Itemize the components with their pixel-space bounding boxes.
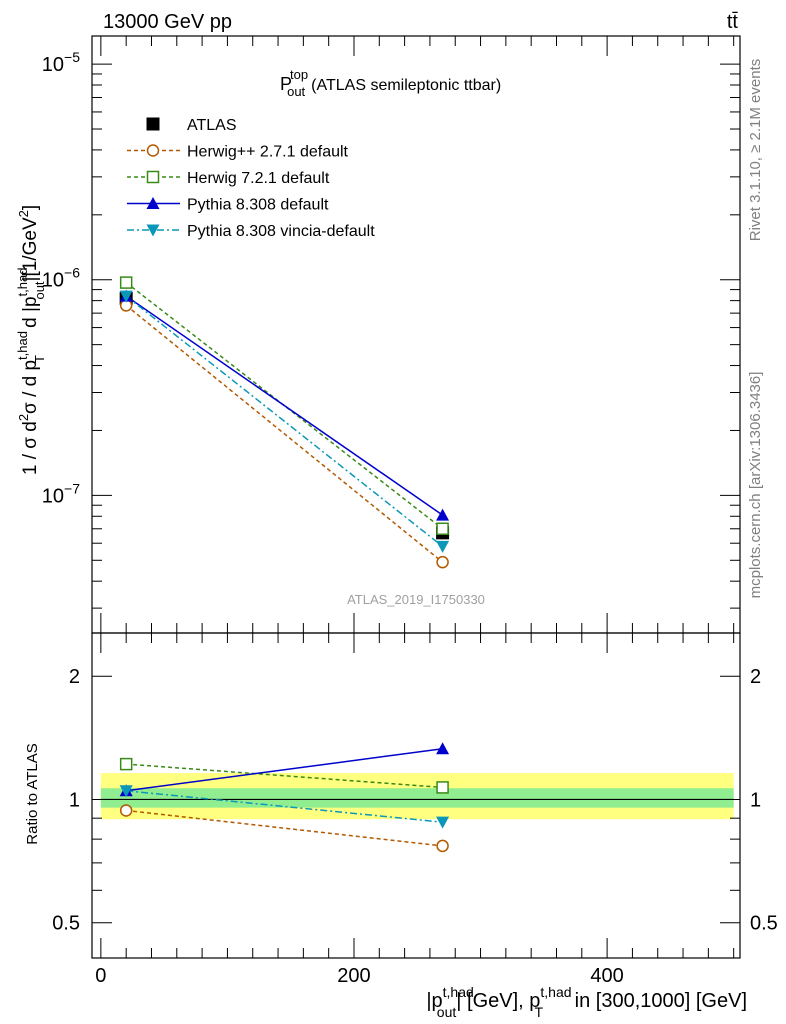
x-axis-title: |pt,had out| [GeV], pt,had T in [300,1000]… — [426, 984, 747, 1020]
process-label: tt̄ — [727, 11, 739, 33]
x-tick-label: 400 — [590, 965, 623, 987]
mcplots-source-label: mcplots.cern.ch [arXiv:1306.3436] — [747, 372, 764, 599]
plot-title-sub: out — [287, 84, 305, 99]
main-y-tick-label: 10−7 — [42, 480, 80, 507]
legend-label: ATLAS — [187, 117, 237, 134]
legend-label: Herwig 7.2.1 default — [187, 170, 330, 187]
main-point-pythia-8-308-default-1 — [436, 508, 450, 521]
main-point-herwig-2-7-1-default-1 — [436, 555, 449, 569]
ratio-panel: 2 2 1 1 0.5 0.5 0 200 400 Ratio to ATLAS |pt,had… — [24, 632, 778, 1020]
main-axis-ticks: 10−5 10−6 10−7 — [42, 36, 740, 633]
legend-marker — [146, 144, 160, 157]
x-tick-label: 0 — [95, 965, 106, 987]
ratio-frame — [91, 632, 741, 959]
ratio-point-herwig-2-7-1-default-0 — [119, 804, 133, 817]
plot-title-main: P — [280, 74, 292, 94]
main-point-herwig-7-2-1-default-0 — [119, 276, 133, 289]
ratio-line-herwig-7-2-1-default — [126, 763, 443, 789]
ratio-y-tick-label: 1 — [69, 789, 80, 811]
legend-marker — [146, 170, 160, 184]
main-line-herwig-2-7-1-default — [125, 304, 444, 563]
legend: ATLAS Herwig++ 2.7.1 default Herwig 7.2.1 … — [127, 117, 375, 240]
main-line-pythia-8-308-vincia-default — [125, 295, 444, 547]
ratio-y-tick-label-right: 1 — [750, 789, 761, 811]
ratio-point-pythia-8-308-vincia-default-0 — [119, 785, 133, 798]
main-point-herwig-7-2-1-default-1 — [436, 522, 449, 536]
ratio-axis-ticks: 2 2 1 1 0.5 0.5 0 200 400 — [52, 633, 778, 987]
analysis-label: ATLAS_2019_I1750330 — [347, 592, 485, 607]
legend-label: Pythia 8.308 vincia-default — [187, 223, 375, 240]
legend-entry-herwig-2-7-1-default: Herwig++ 2.7.1 default — [127, 144, 349, 161]
main-line-pythia-8-308-default — [125, 295, 444, 516]
plot-title: Ptop out (ATLAS semileptonic ttbar) — [280, 67, 501, 99]
legend-entry-pythia-8-308-vincia-default: Pythia 8.308 vincia-default — [127, 223, 375, 240]
ratio-y-axis-title: Ratio to ATLAS — [24, 743, 41, 844]
ratio-line-pythia-8-308-default — [126, 748, 443, 792]
plot-title-sup: top — [290, 67, 308, 82]
main-y-tick-label: 10−5 — [42, 49, 80, 76]
main-y-axis-title: 1 / σ d2σ / d pt,had T d |pt,had out|[1/Ge… — [15, 205, 47, 475]
legend-marker — [146, 117, 160, 131]
main-plot-marks — [119, 276, 450, 569]
ratio-y-tick-label: 2 — [69, 666, 80, 688]
main-point-pythia-8-308-vincia-default-1 — [436, 540, 450, 553]
ratio-point-herwig-7-2-1-default-0 — [119, 757, 133, 771]
legend-entry-herwig-7-2-1-default: Herwig 7.2.1 default — [127, 170, 330, 187]
ratio-point-pythia-8-308-vincia-default-1 — [436, 816, 450, 829]
main-panel: 10−5 10−6 10−7 Ptop out (ATLAS semileptonic … — [15, 35, 741, 634]
legend-marker — [146, 197, 160, 209]
main-point-pythia-8-308-vincia-default-0 — [119, 290, 133, 303]
collision-energy-label: 13000 GeV pp — [103, 11, 232, 33]
legend-entry-atlas: ATLAS — [146, 117, 237, 134]
x-tick-label: 200 — [337, 965, 370, 987]
legend-label: Herwig++ 2.7.1 default — [187, 144, 349, 161]
legend-label: Pythia 8.308 default — [187, 197, 329, 214]
ratio-band-atlas-stat-uncertainty — [100, 788, 734, 808]
ratio-y-tick-label: 0.5 — [52, 913, 80, 935]
plot-title-rest: (ATLAS semileptonic ttbar) — [311, 77, 501, 94]
main-line-herwig-7-2-1-default — [125, 281, 444, 530]
ratio-point-pythia-8-308-default-1 — [436, 742, 450, 755]
legend-entry-pythia-8-308-default: Pythia 8.308 default — [127, 197, 329, 214]
main-y-tick-label: 10−6 — [42, 265, 80, 292]
ratio-plot-marks — [100, 742, 734, 853]
ratio-y-tick-label-right: 2 — [750, 666, 761, 688]
ratio-point-herwig-2-7-1-default-1 — [436, 839, 449, 853]
legend-marker — [146, 224, 160, 237]
ratio-point-herwig-7-2-1-default-1 — [436, 781, 449, 794]
rivet-version-label: Rivet 3.1.10, ≥ 2.1M events — [747, 59, 764, 242]
ratio-y-tick-label-right: 0.5 — [750, 913, 778, 935]
